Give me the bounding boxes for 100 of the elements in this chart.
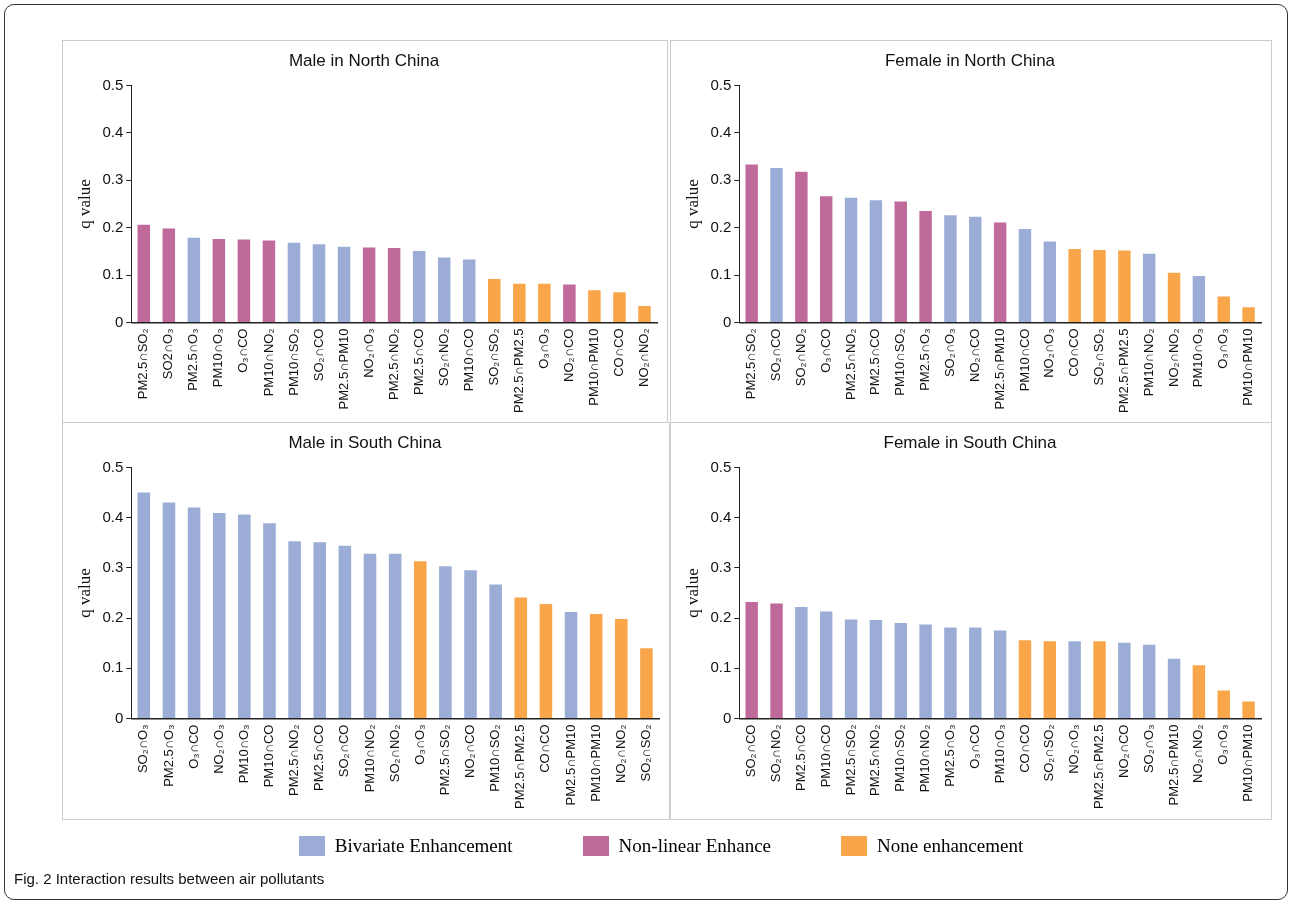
bar bbox=[820, 611, 833, 719]
bar bbox=[387, 248, 401, 323]
x-tick-label: PM2.5∩CO bbox=[867, 328, 883, 395]
x-tick-label: NO₂∩O₃ bbox=[210, 724, 226, 774]
bar bbox=[137, 224, 151, 323]
bar bbox=[1192, 276, 1206, 323]
bar bbox=[488, 278, 501, 323]
bar bbox=[538, 283, 551, 323]
x-tick-label: SO₂∩NO₂ bbox=[792, 328, 808, 387]
bar bbox=[1217, 690, 1230, 719]
bar bbox=[437, 257, 451, 323]
x-tick-label: SO2∩O₃ bbox=[160, 328, 176, 380]
bar bbox=[187, 507, 201, 719]
x-tick-label: NO₂∩CO bbox=[966, 328, 982, 382]
y-tick-label: 0.2 bbox=[102, 608, 124, 626]
x-tick-label: SO₂∩SO₂ bbox=[1091, 328, 1107, 386]
bar bbox=[969, 627, 982, 719]
bar bbox=[1043, 641, 1057, 719]
y-tick-label: 0 bbox=[114, 312, 124, 330]
x-tick-label: PM2.5∩PM10 bbox=[562, 724, 578, 806]
bar bbox=[1242, 701, 1255, 719]
chart-title: Male in South China bbox=[288, 432, 443, 452]
bar bbox=[919, 211, 932, 323]
bar bbox=[770, 167, 783, 323]
y-tick-label: 0.4 bbox=[102, 122, 124, 140]
x-tick-label: PM10∩CO bbox=[460, 328, 476, 392]
bar bbox=[162, 502, 176, 719]
bar bbox=[263, 523, 276, 719]
y-tick-label: 0.1 bbox=[710, 658, 732, 676]
bar bbox=[1167, 272, 1181, 323]
x-tick-label: PM2.5∩PM10 bbox=[335, 328, 351, 410]
x-tick-label: SO₂∩O₃ bbox=[942, 328, 958, 378]
bar bbox=[1167, 658, 1181, 719]
x-tick-label: SO₂∩CO bbox=[743, 724, 759, 778]
x-tick-label: PM10∩PM10 bbox=[585, 328, 601, 406]
bar bbox=[795, 607, 808, 719]
bar bbox=[1018, 640, 1032, 719]
bar bbox=[745, 164, 758, 323]
y-tick-label: 0.2 bbox=[102, 217, 124, 235]
x-tick-label: PM10∩O₃ bbox=[210, 328, 226, 388]
bar bbox=[513, 283, 526, 323]
x-tick-label: PM2.5∩NO₂ bbox=[867, 724, 883, 796]
bar bbox=[187, 237, 201, 323]
x-tick-label: SO₂∩NO₂ bbox=[386, 724, 402, 783]
x-tick-label: PM10∩O₃ bbox=[235, 724, 251, 784]
y-tick-label: 0.1 bbox=[102, 265, 124, 283]
x-tick-label: O₃∩O₃ bbox=[1215, 328, 1231, 369]
x-tick-label: PM10∩NO₂ bbox=[361, 724, 377, 793]
y-tick-label: 0.5 bbox=[102, 457, 124, 475]
x-tick-label: PM2.5∩CO bbox=[792, 724, 808, 791]
bar bbox=[1093, 641, 1106, 719]
caption: Fig. 2 Interaction results between air pollutants bbox=[14, 870, 325, 887]
chart-title: Female in South China bbox=[883, 432, 1058, 452]
bar bbox=[919, 624, 932, 719]
bar bbox=[388, 553, 402, 719]
bar bbox=[313, 542, 327, 719]
bar bbox=[439, 566, 452, 719]
bar bbox=[563, 284, 576, 323]
bar bbox=[969, 216, 982, 323]
bar bbox=[588, 290, 601, 323]
x-tick-label: O₃∩CO bbox=[185, 724, 201, 769]
chart-title: Female in North China bbox=[884, 50, 1056, 70]
y-tick-label: 0.2 bbox=[710, 608, 732, 626]
bar bbox=[1118, 250, 1131, 323]
x-tick-label: PM10∩CO bbox=[261, 724, 277, 788]
y-tick-label: 0.3 bbox=[102, 557, 124, 575]
y-tick-label: 0.3 bbox=[710, 557, 732, 575]
x-tick-label: PM2.5∩NO₂ bbox=[286, 724, 302, 796]
bar bbox=[338, 545, 352, 719]
y-tick-label: 0.1 bbox=[102, 658, 124, 676]
bar bbox=[1093, 249, 1106, 323]
x-tick-label: NO₂∩NO₂ bbox=[1165, 328, 1181, 387]
bar bbox=[262, 240, 276, 323]
bar bbox=[638, 305, 651, 323]
bar bbox=[770, 603, 783, 719]
bar bbox=[745, 602, 758, 719]
bar bbox=[640, 648, 653, 719]
bar bbox=[993, 630, 1007, 719]
bar bbox=[1142, 644, 1156, 719]
x-tick-label: NO₂∩CO bbox=[560, 328, 576, 382]
y-tick-label: 0.3 bbox=[102, 170, 124, 188]
x-tick-label: SO₂∩SO₂ bbox=[485, 328, 501, 386]
x-tick-label: PM10∩PM10 bbox=[587, 724, 603, 802]
bar bbox=[514, 597, 528, 719]
x-tick-label: CO∩CO bbox=[1016, 724, 1032, 773]
y-tick-label: 0.4 bbox=[102, 507, 124, 525]
bar bbox=[613, 292, 626, 323]
bar bbox=[337, 246, 351, 323]
x-tick-label: PM2.5∩SO₂ bbox=[135, 328, 151, 400]
bar bbox=[589, 614, 603, 719]
legend-label: Non-linear Enhance bbox=[618, 835, 772, 857]
bar bbox=[464, 570, 477, 719]
x-tick-label: PM2.5∩PM2.5 bbox=[1115, 328, 1131, 414]
y-tick-label: 0.5 bbox=[710, 75, 732, 93]
x-tick-label: NO₂∩NO₂ bbox=[612, 724, 628, 783]
y-axis-title: q value bbox=[74, 568, 94, 618]
y-tick-label: 0 bbox=[722, 708, 732, 726]
chart-title: Male in North China bbox=[288, 50, 440, 70]
x-tick-label: NO₂∩O₃ bbox=[1066, 724, 1082, 774]
bar bbox=[288, 541, 301, 719]
